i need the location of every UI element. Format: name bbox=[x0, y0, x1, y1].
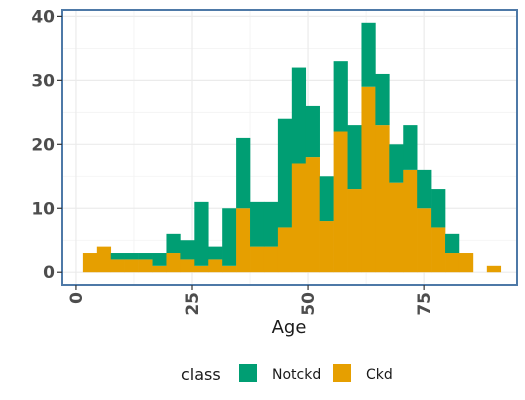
bar-notckd-30 bbox=[208, 246, 223, 260]
bar-ckd-48 bbox=[291, 163, 307, 273]
x-axis-ticks: 0 25 50 75 bbox=[67, 285, 435, 316]
legend-key-ckd bbox=[333, 364, 351, 382]
bar-notckd-27 bbox=[194, 201, 209, 266]
legend-title: class bbox=[181, 365, 221, 384]
bar-notckd-36 bbox=[236, 137, 251, 209]
bar-ckd-57 bbox=[333, 131, 348, 273]
bar-ckd-63 bbox=[361, 86, 376, 273]
bar-ckd-81 bbox=[445, 253, 460, 273]
bar-notckd-48 bbox=[291, 67, 307, 164]
bar-notckd-45 bbox=[277, 118, 293, 228]
legend: class Notckd Ckd bbox=[181, 364, 393, 384]
bar-ckd-6 bbox=[96, 246, 112, 273]
bar-ckd-27 bbox=[194, 265, 209, 273]
y-tick-label: 10 bbox=[31, 199, 55, 219]
y-tick-label: 20 bbox=[31, 135, 55, 155]
bar-notckd-33 bbox=[222, 208, 237, 266]
bar-ckd-75 bbox=[417, 208, 432, 273]
bar-ckd-21 bbox=[166, 253, 181, 273]
bar-notckd-51 bbox=[305, 105, 320, 158]
bar-ckd-84 bbox=[458, 253, 474, 273]
bar-notckd-15 bbox=[138, 253, 153, 260]
bar-notckd-81 bbox=[445, 233, 460, 254]
bar-ckd-69 bbox=[389, 182, 404, 273]
bar-ckd-42 bbox=[263, 246, 279, 273]
bar-notckd-72 bbox=[403, 125, 418, 170]
bar-ckd-30 bbox=[208, 259, 223, 273]
bar-ckd-3 bbox=[82, 253, 98, 273]
bar-ckd-33 bbox=[222, 265, 237, 273]
x-tick-label: 25 bbox=[183, 292, 203, 316]
bar-notckd-18 bbox=[152, 253, 167, 266]
y-axis-ticks: 0 10 20 30 40 bbox=[31, 7, 62, 283]
bar-ckd-36 bbox=[236, 208, 251, 273]
bar-ckd-12 bbox=[124, 259, 139, 273]
legend-label-ckd: Ckd bbox=[366, 367, 393, 383]
bar-notckd-69 bbox=[389, 144, 404, 183]
plot-panel-border bbox=[61, 9, 518, 286]
x-tick-label: 0 bbox=[67, 292, 87, 304]
bar-notckd-78 bbox=[431, 189, 446, 228]
bar-ckd-54 bbox=[319, 221, 334, 273]
bar-ckd-78 bbox=[431, 227, 446, 273]
bar-notckd-54 bbox=[319, 176, 334, 222]
y-tick-label: 40 bbox=[31, 7, 55, 27]
bars bbox=[82, 22, 502, 273]
bar-notckd-66 bbox=[375, 73, 390, 126]
bar-notckd-42 bbox=[263, 201, 279, 247]
bar-ckd-45 bbox=[277, 227, 293, 273]
bar-ckd-60 bbox=[347, 189, 362, 273]
bar-ckd-51 bbox=[305, 157, 320, 273]
y-tick-label: 0 bbox=[43, 263, 55, 283]
bar-notckd-12 bbox=[124, 253, 139, 260]
bar-notckd-60 bbox=[347, 125, 362, 190]
bar-ckd-90 bbox=[486, 265, 502, 273]
bar-notckd-39 bbox=[250, 201, 265, 247]
y-tick-label: 30 bbox=[31, 71, 55, 91]
bar-notckd-24 bbox=[180, 240, 195, 260]
x-tick-label: 50 bbox=[299, 292, 319, 316]
x-tick-label: 75 bbox=[415, 292, 435, 316]
legend-key-notckd bbox=[239, 364, 257, 382]
bar-ckd-15 bbox=[138, 259, 153, 273]
bar-ckd-24 bbox=[180, 259, 195, 273]
legend-label-notckd: Notckd bbox=[272, 367, 321, 383]
bar-notckd-63 bbox=[361, 22, 376, 87]
bar-ckd-9 bbox=[110, 259, 125, 273]
bar-ckd-72 bbox=[403, 169, 418, 273]
x-axis-title: Age bbox=[272, 317, 307, 338]
bar-notckd-9 bbox=[110, 253, 125, 260]
bar-notckd-21 bbox=[166, 233, 181, 254]
bar-ckd-66 bbox=[375, 125, 390, 273]
bar-notckd-75 bbox=[417, 169, 432, 209]
bar-notckd-57 bbox=[333, 61, 348, 132]
bar-ckd-39 bbox=[250, 246, 265, 273]
bar-ckd-18 bbox=[152, 265, 167, 273]
